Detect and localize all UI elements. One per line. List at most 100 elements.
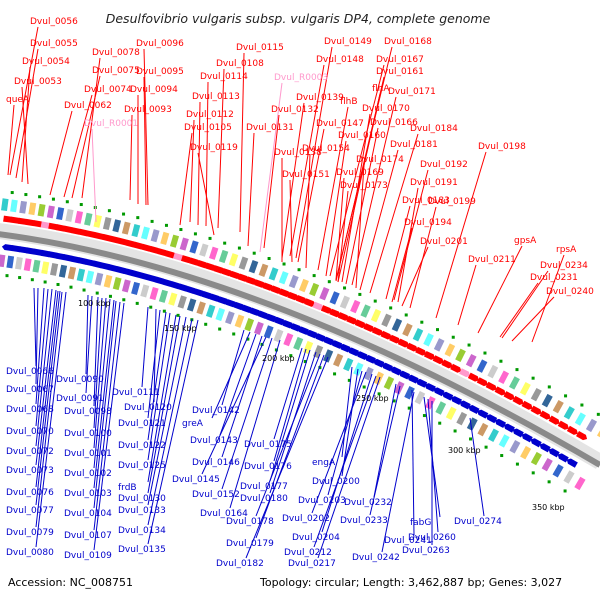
reverse-gene-label[interactable]: Dvul_0101 xyxy=(64,449,112,459)
reverse-gene-label[interactable]: Dvul_0109 xyxy=(64,551,112,561)
forward-gene-label[interactable]: Dvul_0114 xyxy=(200,72,248,82)
reverse-gene-label[interactable]: Dvul_0098 xyxy=(64,407,112,417)
forward-gene-label[interactable]: Dvul_R0001 xyxy=(84,119,138,129)
forward-gene-label[interactable]: Dvul_0151 xyxy=(282,170,330,180)
reverse-gene-label[interactable]: Dvul_0233 xyxy=(340,516,388,526)
forward-gene-label[interactable]: Dvul_0132 xyxy=(271,105,319,115)
forward-gene-label[interactable]: Dvul_0113 xyxy=(192,92,240,102)
forward-gene-label[interactable]: Dvul_0062 xyxy=(64,101,112,111)
forward-gene-label[interactable]: Dvul_0055 xyxy=(30,39,78,49)
reverse-gene-label[interactable]: Dvul_0202 xyxy=(282,514,330,524)
forward-gene-label[interactable]: Dvul_0184 xyxy=(410,124,458,134)
reverse-gene-label[interactable]: Dvul_0152 xyxy=(192,490,240,500)
forward-gene-label[interactable]: Dvul_0240 xyxy=(546,287,594,297)
reverse-gene-label[interactable]: Dvul_0217 xyxy=(288,559,336,569)
reverse-gene-label[interactable]: Dvul_0180 xyxy=(240,494,288,504)
reverse-gene-label[interactable]: Dvul_0176 xyxy=(244,462,292,472)
forward-gene-label[interactable]: Dvul_0191 xyxy=(410,178,458,188)
reverse-gene-label[interactable]: Dvul_0070 xyxy=(6,427,54,437)
reverse-gene-label[interactable]: Dvul_0072 xyxy=(6,447,54,457)
reverse-gene-label[interactable]: Dvul_0134 xyxy=(118,526,166,536)
forward-gene-label[interactable]: queA xyxy=(6,95,30,105)
reverse-gene-label[interactable]: Dvul_0130 xyxy=(118,494,166,504)
reverse-gene-label[interactable]: Dvul_0200 xyxy=(312,477,360,487)
reverse-gene-label[interactable]: Dvul_0232 xyxy=(344,498,392,508)
forward-gene-label[interactable]: Dvul_0056 xyxy=(30,17,78,27)
forward-gene-label[interactable]: Dvul_0094 xyxy=(130,85,178,95)
reverse-gene-label[interactable]: greA xyxy=(182,419,204,429)
forward-gene-label[interactable]: Dvul_0201 xyxy=(420,237,468,247)
reverse-gene-label[interactable]: Dvul_0203 xyxy=(298,496,346,506)
forward-gene-label[interactable]: Dvul_0095 xyxy=(136,67,184,77)
forward-gene-label[interactable]: Dvul_0096 xyxy=(136,39,184,49)
forward-gene-label[interactable]: rpsA xyxy=(556,245,577,255)
reverse-gene-label[interactable]: Dvul_0242 xyxy=(352,553,400,563)
reverse-gene-label[interactable]: Dvul_0121 xyxy=(118,419,166,429)
forward-gene-label[interactable]: Dvul_0174 xyxy=(356,155,404,165)
forward-gene-label[interactable]: gpsA xyxy=(514,236,537,246)
forward-gene-label[interactable]: Dvul_0148 xyxy=(316,55,364,65)
forward-gene-label[interactable]: Dvul_0074 xyxy=(84,85,132,95)
forward-gene-label[interactable]: Dvul_0115 xyxy=(236,43,284,53)
forward-gene-label[interactable]: Dvul_0231 xyxy=(530,273,578,283)
reverse-gene-label[interactable]: Dvul_0204 xyxy=(292,533,340,543)
forward-gene-label[interactable]: Dvul_0105 xyxy=(184,123,232,133)
reverse-gene-label[interactable]: Dvul_0073 xyxy=(6,466,54,476)
reverse-gene-label[interactable]: Dvul_0135 xyxy=(118,545,166,555)
forward-gene-label[interactable]: Dvul_0108 xyxy=(216,59,264,69)
reverse-gene-label[interactable]: Dvul_0080 xyxy=(6,548,54,558)
forward-gene-label[interactable]: Dvul_0173 xyxy=(340,181,388,191)
reverse-gene-label[interactable]: engA xyxy=(312,458,336,468)
reverse-gene-label[interactable]: Dvul_0212 xyxy=(284,548,332,558)
reverse-gene-label[interactable]: Dvul_0076 xyxy=(6,488,54,498)
reverse-gene-label[interactable]: Dvul_0077 xyxy=(6,506,54,516)
reverse-gene-label[interactable]: frdB xyxy=(118,483,137,493)
reverse-gene-label[interactable]: Dvul_0120 xyxy=(124,403,172,413)
reverse-gene-label[interactable]: Dvul_0122 xyxy=(118,441,166,451)
reverse-gene-label[interactable]: fabG xyxy=(410,518,431,528)
reverse-gene-label[interactable]: Dvul_0125 xyxy=(118,461,166,471)
forward-gene-label[interactable]: Dvul_0139 xyxy=(296,93,344,103)
forward-gene-label[interactable]: Dvul_0160 xyxy=(338,131,386,141)
reverse-gene-label[interactable]: Dvul_0107 xyxy=(64,531,112,541)
reverse-gene-label[interactable]: Dvul_0066 xyxy=(6,367,54,377)
forward-gene-label[interactable]: Dvul_0149 xyxy=(324,37,372,47)
forward-gene-label[interactable]: Dvul_0093 xyxy=(124,105,172,115)
reverse-gene-label[interactable]: Dvul_0100 xyxy=(64,429,112,439)
forward-gene-label[interactable]: Dvul_0234 xyxy=(540,261,588,271)
forward-gene-label[interactable]: Dvul_0192 xyxy=(420,160,468,170)
forward-gene-label[interactable]: Dvul_0112 xyxy=(186,110,234,120)
forward-gene-label[interactable]: Dvul_0170 xyxy=(362,104,410,114)
reverse-gene-label[interactable]: Dvul_0175 xyxy=(244,440,292,450)
forward-gene-label[interactable]: Dvul_0078 xyxy=(92,48,140,58)
reverse-gene-label[interactable]: Dvul_0143 xyxy=(190,436,238,446)
reverse-gene-label[interactable]: Dvul_0274 xyxy=(454,517,502,527)
reverse-gene-label[interactable]: Dvul_0133 xyxy=(118,506,166,516)
reverse-gene-label[interactable]: Dvul_0079 xyxy=(6,528,54,538)
forward-gene-label[interactable]: Dvul_0147 xyxy=(316,119,364,129)
forward-gene-label[interactable]: Dvul_0171 xyxy=(388,87,436,97)
forward-gene-label[interactable]: Dvul_0198 xyxy=(478,142,526,152)
reverse-gene-label[interactable]: Dvul_0104 xyxy=(64,509,112,519)
reverse-gene-label[interactable]: Dvul_0146 xyxy=(192,458,240,468)
reverse-gene-label[interactable]: Dvul_0111 xyxy=(112,388,160,398)
forward-gene-label[interactable]: Dvul_0154 xyxy=(302,144,350,154)
reverse-gene-label[interactable]: Dvul_0091 xyxy=(56,394,104,404)
forward-gene-label[interactable]: Dvul_0181 xyxy=(390,140,438,150)
forward-gene-label[interactable]: Dvul_0161 xyxy=(376,67,424,77)
forward-gene-label[interactable]: flhB xyxy=(340,97,358,107)
reverse-gene-label[interactable]: Dvul_0177 xyxy=(240,482,288,492)
forward-gene-label[interactable]: Dvul_0211 xyxy=(468,255,516,265)
forward-gene-label[interactable]: Dvul_0194 xyxy=(404,218,452,228)
forward-gene-label[interactable]: Dvul_0119 xyxy=(190,143,238,153)
forward-gene-label[interactable]: Dvul_0199 xyxy=(428,197,476,207)
reverse-gene-label[interactable]: Dvul_0145 xyxy=(172,475,220,485)
forward-gene-label[interactable]: Dvul_0169 xyxy=(336,168,384,178)
forward-gene-label[interactable]: Dvul_0053 xyxy=(14,77,62,87)
reverse-gene-label[interactable]: Dvul_0142 xyxy=(192,406,240,416)
forward-gene-label[interactable]: Dvul_0054 xyxy=(22,57,70,67)
forward-gene-label[interactable]: Dvul_0167 xyxy=(376,55,424,65)
forward-gene-label[interactable]: Dvul_0168 xyxy=(384,37,432,47)
reverse-gene-label[interactable]: Dvul_0090 xyxy=(56,375,104,385)
reverse-gene-label[interactable]: Dvul_0179 xyxy=(226,539,274,549)
